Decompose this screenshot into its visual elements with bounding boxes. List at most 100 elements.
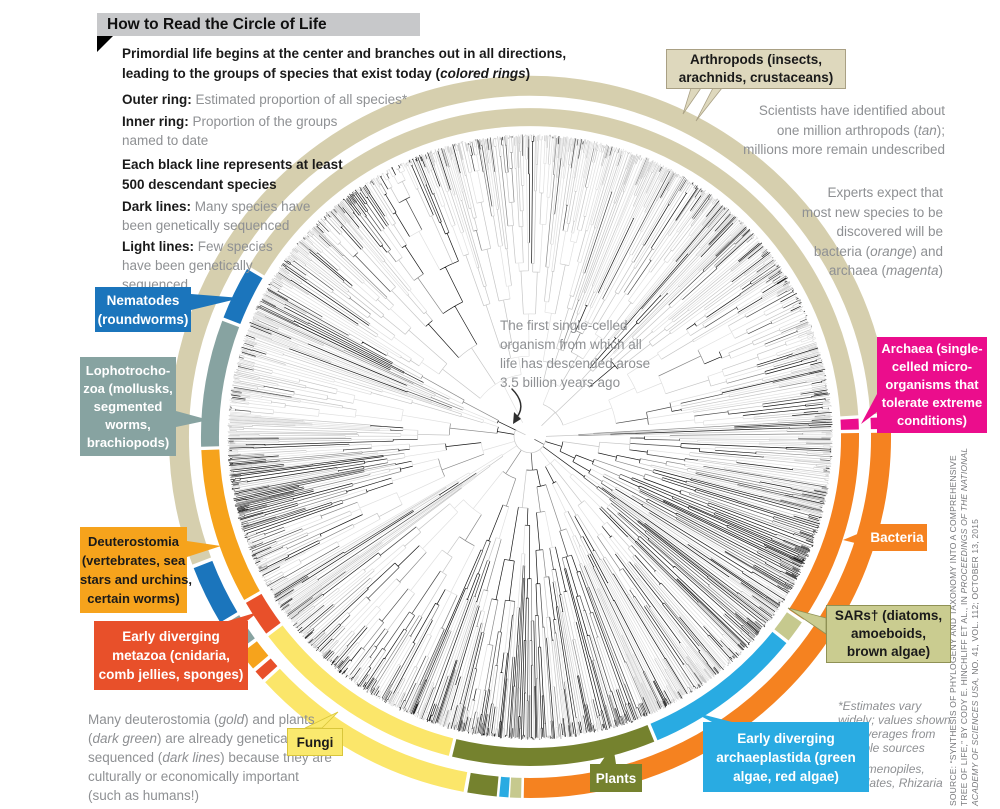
label-line: zoa (mollusks, (83, 380, 173, 396)
label-line: SARs† (diatoms, (834, 608, 943, 623)
text-run: Few species (194, 239, 273, 254)
text-run: one million arthropods ( (776, 122, 918, 138)
inner-ring-segment-plants (452, 724, 655, 766)
text-run: sequenced ( (88, 750, 163, 765)
text-run: 3.5 billion years ago (500, 375, 621, 390)
legend-block-1: Outer ring: Estimated proportion of all … (122, 90, 462, 110)
label-line: arachnids, crustaceans) (678, 70, 834, 85)
text-line: Dark lines: Many species have (122, 197, 462, 216)
text-line: Scientists have identified about (700, 101, 945, 121)
label-line: Nematodes (106, 292, 180, 308)
text-line: The first single-celled (500, 316, 670, 335)
text-run: ) (525, 66, 531, 81)
label-line: brachiopods) (86, 434, 170, 450)
inner-ring-segment-arthropods (248, 108, 859, 417)
text-line: Primordial life begins at the center and… (122, 44, 566, 64)
text-run: gold (218, 712, 245, 727)
label-line: brown algae) (846, 644, 931, 659)
header-bar: How to Read the Circle of Life (97, 13, 420, 36)
legend-block-0: Primordial life begins at the center and… (122, 44, 566, 84)
outer-ring-segment-deuterostomia (240, 641, 269, 669)
text-run: named to date (122, 133, 209, 148)
text-run: Many species have (191, 199, 311, 214)
label-line: Arthropods (insects, (689, 52, 822, 67)
pointer-lophotrochozoa (176, 411, 209, 427)
legend-block-5: Light lines: Few species have been geneti… (122, 237, 462, 294)
text-run: ) and plants (244, 712, 315, 727)
text-run: orange (870, 243, 913, 259)
text-run: (such as humans!) (88, 788, 200, 803)
note-center-note: The first single-celled organism from whi… (500, 316, 670, 392)
text-run: Many deuterostomia ( (88, 712, 219, 727)
text-run: have been genetically (122, 258, 253, 273)
text-line: Each black line represents at least (122, 155, 462, 175)
text-run: ) and (912, 243, 943, 259)
text-line: culturally or economically important (88, 767, 358, 786)
label-line: comb jellies, sponges) (98, 667, 244, 682)
label-line: worms, (105, 416, 151, 432)
label-archaea: Archaea (single-celled micro-organisms t… (877, 337, 987, 433)
inner-ring-segment-deuterostomia (201, 449, 260, 600)
label-line: metazoa (cnidaria, (112, 648, 230, 663)
text-run: millions more remain undescribed (743, 142, 945, 157)
label-line: amoeboids, (850, 626, 926, 641)
label-nematodes: Nematodes (roundworms) (95, 287, 191, 332)
text-run: Outer ring: (122, 92, 192, 107)
text-line: *Estimates vary (838, 699, 953, 713)
inner-ring-segment-lophotrochozoa (200, 320, 240, 447)
label-line: segmented (93, 398, 163, 414)
text-line: sequenced (dark lines) because they are (88, 748, 358, 767)
pointer-archaeplastida (693, 712, 732, 722)
text-run: life has descended arose (500, 356, 651, 371)
text-line: bacteria (orange) and (745, 242, 943, 262)
phylogenetic-tree-lines (227, 134, 834, 741)
outer-ring-segment-archaeplastida (499, 776, 510, 798)
label-line: stars and urchins, (80, 572, 192, 587)
text-line: have been genetically (122, 256, 462, 275)
text-run: Light lines: (122, 239, 194, 254)
corner-marker (97, 36, 113, 52)
text-run: Scientists have identified about (758, 103, 945, 118)
inner-ring-segment-metazoa (245, 593, 281, 634)
label-line: Fungi (296, 734, 334, 750)
label-line: Lophotrocho- (85, 362, 171, 378)
label-line: certain worms) (87, 591, 180, 606)
text-line: Inner ring: Proportion of the groups (122, 112, 462, 131)
inner-ring-segment-fungi (268, 625, 454, 756)
text-line: one million arthropods (tan); (700, 121, 945, 141)
pointer-bacteria (843, 530, 867, 546)
origin-arrow (511, 388, 522, 424)
outer-ring-segment-fungi (265, 668, 468, 792)
text-line: archaea (magenta) (745, 261, 943, 281)
inner-ring (200, 108, 860, 766)
label-sars: SARs† (diatoms, amoeboids, brown algae) (826, 605, 951, 663)
label-line: Deuterostomia (87, 534, 180, 549)
label-deuterostomia: Deuterostomia (vertebrates, sea stars and … (80, 527, 192, 613)
text-line: most new species to be (745, 203, 943, 223)
text-run: TREE OF LIFE,” BY CODY E. HINCHLIFF ET A… (959, 593, 969, 806)
note-discovery-note: Experts expect that most new species to b… (745, 183, 943, 281)
inner-ring-segment-sars (774, 612, 802, 641)
text-run: dark green (92, 731, 158, 746)
label-line: archaeplastida (green (716, 749, 856, 765)
text-line: been genetically sequenced (122, 216, 462, 235)
legend-block-2: Inner ring: Proportion of the groups name… (122, 112, 462, 150)
text-run: Experts expect that (827, 185, 943, 200)
text-run: Inner ring: (122, 114, 189, 129)
pointer-arthropods (682, 87, 702, 115)
text-line: Experts expect that (745, 183, 943, 203)
label-line: Archaea (single- (881, 341, 983, 356)
text-line: Light lines: Few species (122, 237, 462, 256)
text-run: leading to the groups of species that ex… (122, 66, 441, 81)
text-run: 500 descendant species (122, 177, 277, 192)
source-line: TREE OF LIFE,” BY CODY E. HINCHLIFF ET A… (959, 448, 970, 806)
label-line: Bacteria (870, 530, 924, 545)
text-run: ) (938, 263, 944, 278)
text-run: most new species to be (801, 204, 943, 220)
label-metazoa: Early diverging metazoa (cnidaria, comb je… (94, 621, 248, 690)
text-run: NO. 41, VOL. 112; OCTOBER 13, 2015 (970, 518, 980, 678)
text-run: bacteria ( (813, 243, 871, 259)
label-line: tolerate extreme (881, 395, 983, 410)
label-line: (vertebrates, sea (81, 553, 186, 568)
label-lophotrochozoa: Lophotrocho-zoa (mollusks, segmented worms… (80, 357, 176, 456)
